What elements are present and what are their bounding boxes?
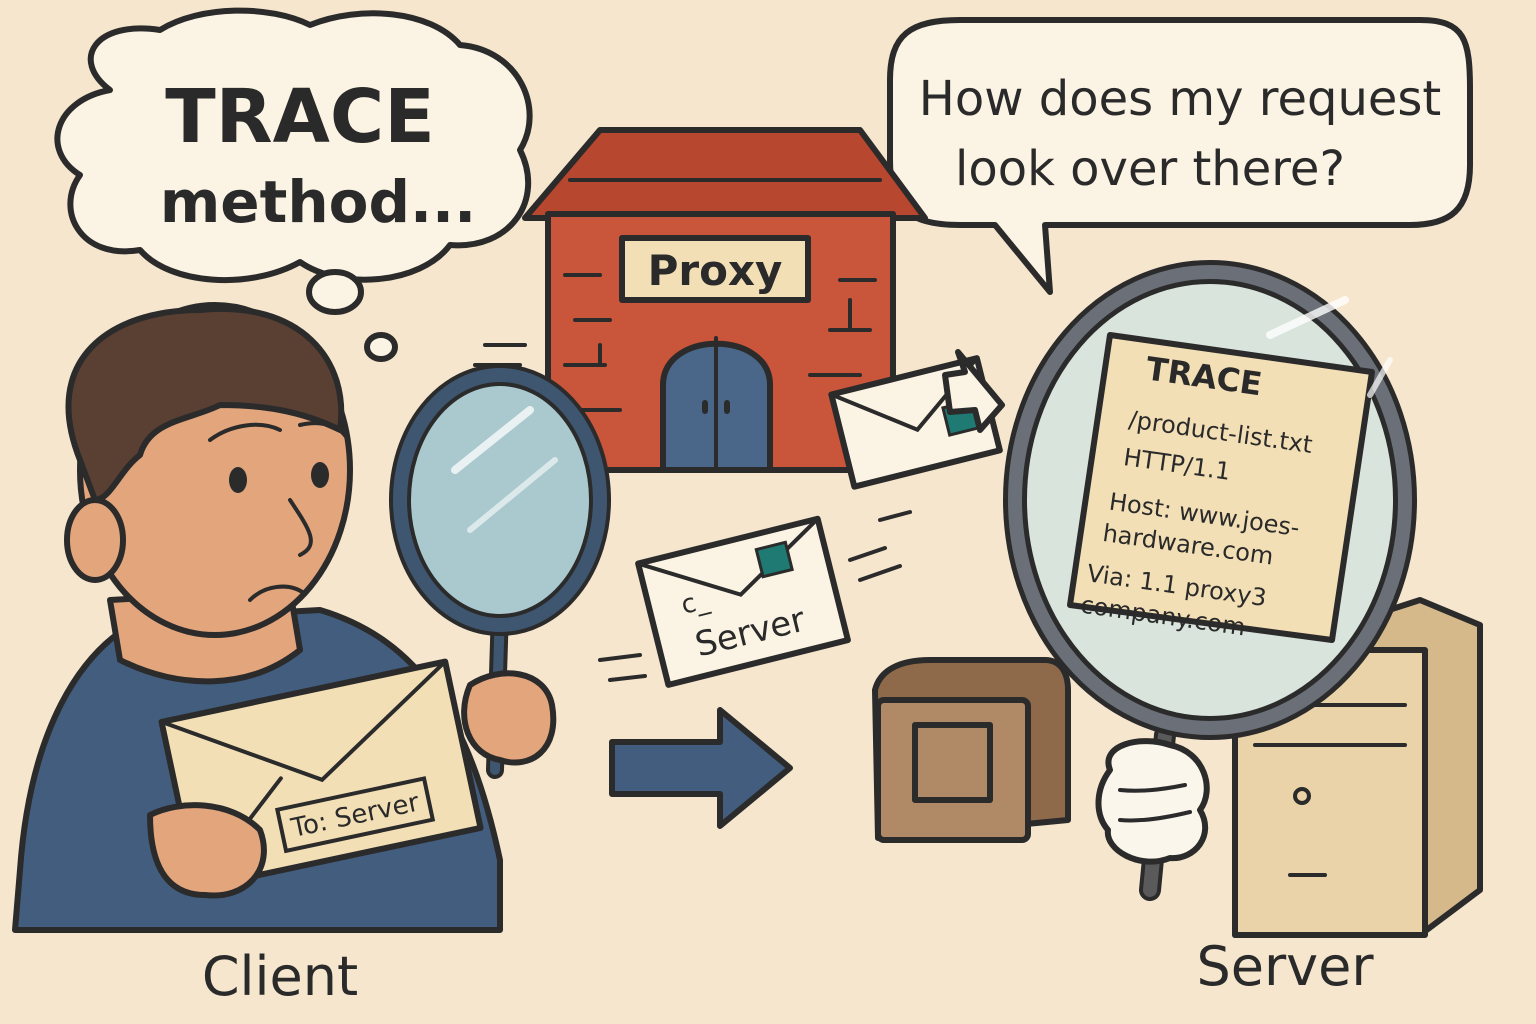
client-ear bbox=[64, 497, 126, 583]
stamp-icon bbox=[754, 540, 794, 579]
magnifying-glass-icon: TRACE /product-list.txt HTTP/1.1 Host: w… bbox=[1003, 260, 1417, 901]
proxy-sign bbox=[619, 235, 811, 303]
thought-dot-small bbox=[364, 332, 398, 362]
thought-line-1: TRACE bbox=[165, 74, 435, 160]
thought-bubble: TRACE method... bbox=[54, 7, 533, 362]
client-hand bbox=[147, 802, 267, 899]
server-label: Server bbox=[1196, 935, 1374, 998]
speech-bubble: How does my request look over there? bbox=[887, 17, 1473, 295]
proxy-sign-text: Proxy bbox=[648, 246, 783, 295]
request-paper bbox=[1067, 332, 1375, 643]
proxy-building: Proxy bbox=[473, 127, 928, 473]
speech-line-1: How does my request bbox=[919, 71, 1442, 127]
client-label: Client bbox=[202, 945, 358, 1008]
server-glove bbox=[1095, 738, 1210, 865]
thought-dot-large bbox=[306, 269, 364, 315]
arrow-icon bbox=[942, 349, 1005, 433]
flying-envelope: c_ Server bbox=[635, 515, 851, 688]
magnifying-glass-icon bbox=[389, 364, 611, 779]
arrow-right-icon bbox=[609, 707, 793, 829]
client-hand bbox=[461, 670, 557, 766]
client-eye bbox=[229, 467, 247, 493]
box-device bbox=[872, 657, 1071, 843]
thought-line-2: method... bbox=[160, 168, 476, 236]
proxy-roof bbox=[522, 127, 928, 221]
client-eye bbox=[311, 462, 329, 488]
speech-line-2: look over there? bbox=[955, 141, 1345, 197]
